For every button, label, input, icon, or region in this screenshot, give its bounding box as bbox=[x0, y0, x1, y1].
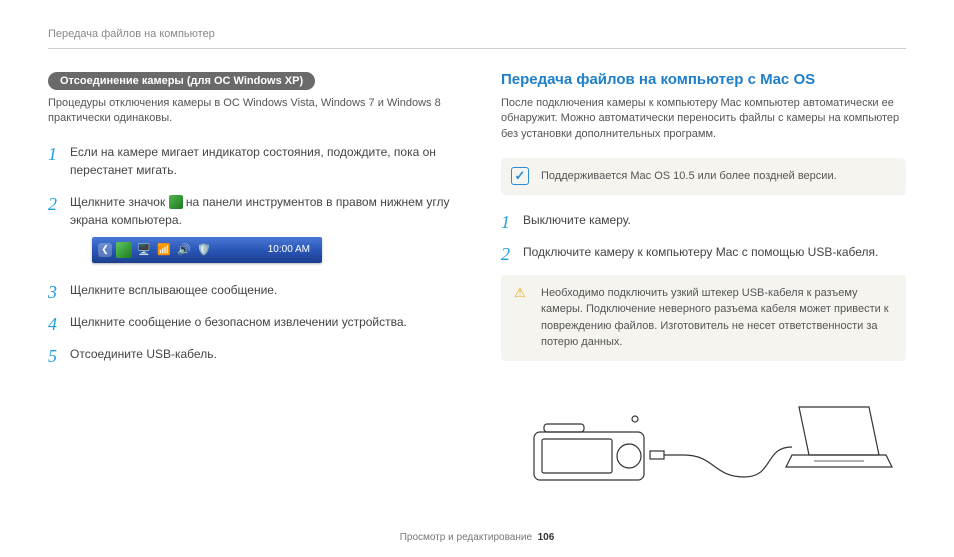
tray-network-icon: 📶 bbox=[156, 242, 172, 258]
note-text: Поддерживается Mac OS 10.5 или более поз… bbox=[541, 170, 837, 182]
usb-connection-svg bbox=[514, 377, 894, 497]
step-item: Щелкните значок на панели инструментов в… bbox=[48, 193, 453, 263]
page-number: 106 bbox=[538, 532, 555, 543]
step-item: Отсоедините USB-кабель. bbox=[48, 345, 453, 363]
warning-box: ⚠ Необходимо подключить узкий штекер USB… bbox=[501, 275, 906, 361]
section-pill: Отсоединение камеры (для ОС Windows XP) bbox=[48, 72, 315, 90]
tray-monitor-icon: 🖥️ bbox=[136, 242, 152, 258]
camera-laptop-illustration bbox=[501, 377, 906, 502]
tray-volume-icon: 🔊 bbox=[176, 242, 192, 258]
taskbar-expand-icon: ❮ bbox=[98, 243, 112, 257]
tray-shield-icon: 🛡️ bbox=[196, 242, 212, 258]
breadcrumb: Передача файлов на компьютер bbox=[48, 28, 906, 49]
note-box: ✓ Поддерживается Mac OS 10.5 или более п… bbox=[501, 158, 906, 195]
safely-remove-icon bbox=[169, 195, 183, 209]
left-intro: Процедуры отключения камеры в ОС Windows… bbox=[48, 96, 453, 127]
content-columns: Отсоединение камеры (для ОС Windows XP) … bbox=[48, 71, 906, 502]
step-item: Если на камере мигает индикатор состояни… bbox=[48, 143, 453, 179]
taskbar-clock: 10:00 AM bbox=[268, 242, 316, 257]
left-steps: Если на камере мигает индикатор состояни… bbox=[48, 143, 453, 363]
step-item: Щелкните всплывающее сообщение. bbox=[48, 281, 453, 299]
step-item: Выключите камеру. bbox=[501, 211, 906, 229]
step-item: Подключите камеру к компьютеру Mac с пом… bbox=[501, 243, 906, 261]
page-footer: Просмотр и редактирование 106 bbox=[0, 532, 954, 543]
warning-icon: ⚠ bbox=[511, 284, 529, 302]
step-item: Щелкните сообщение о безопасном извлечен… bbox=[48, 313, 453, 331]
footer-text: Просмотр и редактирование bbox=[400, 532, 532, 543]
left-column: Отсоединение камеры (для ОС Windows XP) … bbox=[48, 71, 453, 502]
warning-text: Необходимо подключить узкий штекер USB-к… bbox=[541, 287, 889, 349]
note-icon: ✓ bbox=[511, 167, 529, 185]
section-title: Передача файлов на компьютер с Mac OS bbox=[501, 71, 906, 88]
right-intro: После подключения камеры к компьютеру Ma… bbox=[501, 96, 906, 142]
tray-remove-icon bbox=[116, 242, 132, 258]
step-text-a: Щелкните значок bbox=[70, 195, 169, 209]
right-column: Передача файлов на компьютер с Mac OS По… bbox=[501, 71, 906, 502]
xp-taskbar: ❮ 🖥️ 📶 🔊 🛡️ 10:00 AM bbox=[92, 237, 322, 263]
right-steps: Выключите камеру. Подключите камеру к ко… bbox=[501, 211, 906, 261]
